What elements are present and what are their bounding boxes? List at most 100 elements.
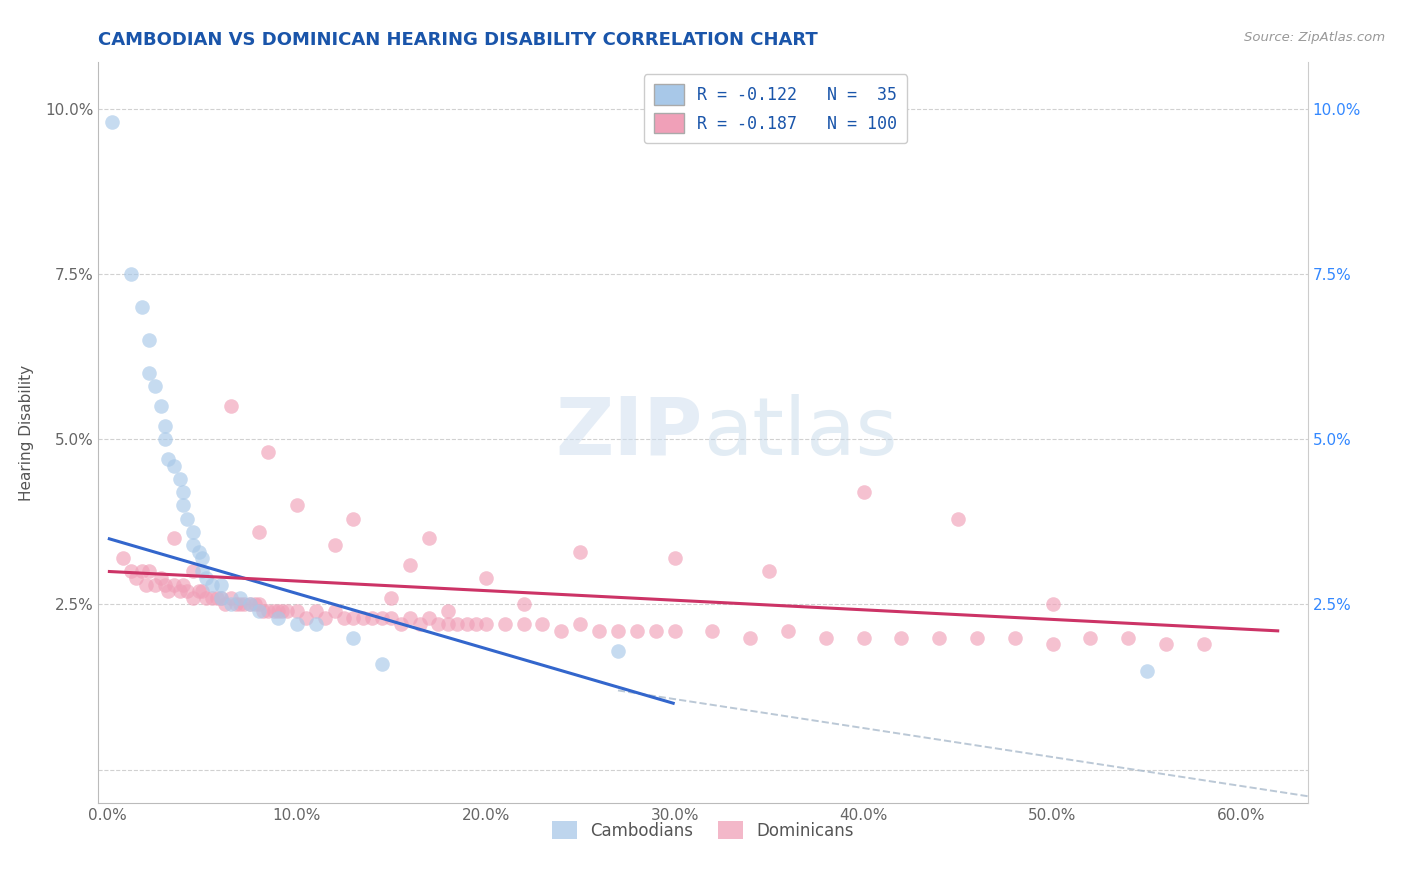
Point — [157, 452, 180, 467]
Point — [195, 571, 218, 585]
Point — [176, 511, 198, 525]
Point — [131, 300, 153, 314]
Point — [776, 624, 799, 638]
Point — [138, 565, 160, 579]
Point — [239, 598, 262, 612]
Point — [247, 524, 270, 539]
Point — [270, 604, 292, 618]
Point — [232, 598, 254, 612]
Point — [626, 624, 648, 638]
Point — [740, 631, 762, 645]
Point — [531, 617, 554, 632]
Point — [456, 617, 478, 632]
Point — [664, 551, 686, 566]
Point — [209, 591, 232, 605]
Point — [187, 584, 209, 599]
Point — [569, 617, 592, 632]
Point — [305, 617, 328, 632]
Point — [149, 571, 172, 585]
Point — [890, 631, 912, 645]
Point — [437, 617, 460, 632]
Point — [494, 617, 516, 632]
Point — [138, 333, 160, 347]
Point — [588, 624, 610, 638]
Point — [201, 577, 224, 591]
Point — [323, 538, 346, 552]
Point — [219, 598, 242, 612]
Point — [181, 524, 204, 539]
Point — [607, 644, 630, 658]
Point — [229, 598, 252, 612]
Point — [239, 598, 262, 612]
Point — [418, 532, 440, 546]
Point — [191, 551, 214, 566]
Point — [1042, 637, 1064, 651]
Point — [342, 611, 364, 625]
Point — [1042, 598, 1064, 612]
Point — [214, 598, 236, 612]
Point — [399, 611, 422, 625]
Point — [512, 617, 534, 632]
Point — [1004, 631, 1026, 645]
Point — [1078, 631, 1101, 645]
Point — [285, 499, 308, 513]
Point — [120, 565, 142, 579]
Point — [131, 565, 153, 579]
Point — [257, 445, 280, 459]
Point — [852, 485, 875, 500]
Point — [607, 624, 630, 638]
Point — [928, 631, 950, 645]
Point — [267, 604, 290, 618]
Point — [135, 577, 157, 591]
Y-axis label: Hearing Disability: Hearing Disability — [20, 365, 34, 500]
Point — [1116, 631, 1139, 645]
Legend: Cambodians, Dominicans: Cambodians, Dominicans — [546, 814, 860, 847]
Point — [181, 538, 204, 552]
Point — [247, 598, 270, 612]
Point — [209, 577, 232, 591]
Point — [163, 532, 186, 546]
Point — [550, 624, 572, 638]
Point — [474, 617, 496, 632]
Point — [195, 591, 218, 605]
Point — [323, 604, 346, 618]
Point — [163, 458, 186, 473]
Point — [437, 604, 460, 618]
Point — [276, 604, 298, 618]
Point — [427, 617, 450, 632]
Point — [361, 611, 384, 625]
Point — [225, 598, 247, 612]
Point — [100, 115, 122, 129]
Point — [474, 571, 496, 585]
Point — [143, 379, 166, 393]
Point — [814, 631, 837, 645]
Point — [111, 551, 134, 566]
Point — [245, 598, 267, 612]
Point — [285, 604, 308, 618]
Point — [389, 617, 412, 632]
Point — [342, 511, 364, 525]
Point — [569, 544, 592, 558]
Point — [172, 499, 194, 513]
Point — [153, 577, 176, 591]
Point — [465, 617, 488, 632]
Point — [1154, 637, 1177, 651]
Point — [267, 611, 290, 625]
Point — [371, 611, 394, 625]
Point — [181, 565, 204, 579]
Point — [207, 591, 229, 605]
Point — [191, 565, 214, 579]
Point — [1136, 664, 1159, 678]
Point — [512, 598, 534, 612]
Point — [247, 604, 270, 618]
Point — [219, 591, 242, 605]
Point — [143, 577, 166, 591]
Point — [285, 617, 308, 632]
Point — [169, 472, 191, 486]
Point — [342, 631, 364, 645]
Point — [153, 419, 176, 434]
Point — [169, 584, 191, 599]
Point — [380, 611, 402, 625]
Point — [758, 565, 780, 579]
Point — [399, 558, 422, 572]
